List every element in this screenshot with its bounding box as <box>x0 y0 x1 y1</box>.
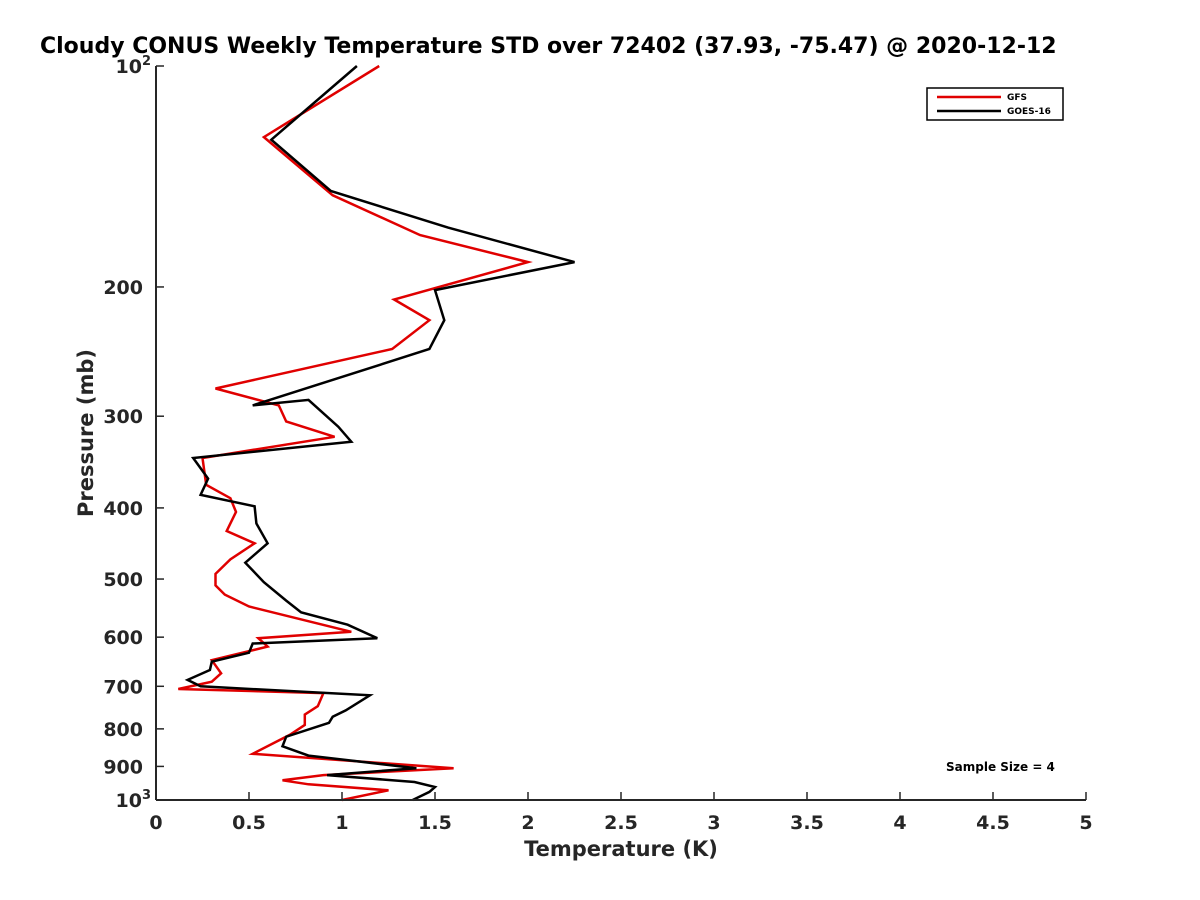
y-tick-label: 700 <box>103 676 143 698</box>
series-line-gfs <box>178 64 533 802</box>
y-tick-label: 200 <box>103 277 143 299</box>
x-tick-label: 3.5 <box>790 812 824 834</box>
x-tick-label: 0.5 <box>232 812 266 834</box>
y-axis-label: Pressure (mb) <box>74 349 98 517</box>
y-tick-label: 103 <box>116 788 152 812</box>
x-tick-label: 0 <box>149 812 162 834</box>
y-tick-label: 500 <box>103 569 143 591</box>
x-tick-label: 5 <box>1079 812 1092 834</box>
x-tick-label: 3 <box>707 812 720 834</box>
x-tick-label: 2 <box>521 812 534 834</box>
plot-area <box>178 64 575 802</box>
x-axis-label: Temperature (K) <box>524 837 718 861</box>
legend-label-goes16: GOES-16 <box>1007 107 1051 117</box>
x-tick-label: 2.5 <box>604 812 638 834</box>
chart-title: Cloudy CONUS Weekly Temperature STD over… <box>40 34 1057 59</box>
y-tick-label: 800 <box>103 719 143 741</box>
legend-label-gfs: GFS <box>1007 93 1027 103</box>
sample-size-annotation: Sample Size = 4 <box>946 760 1055 774</box>
y-tick-label: 600 <box>103 627 143 649</box>
legend-box <box>926 87 1064 121</box>
y-tick-label: 300 <box>103 406 143 428</box>
y-tick-label: 102 <box>116 54 152 78</box>
series-line-goes16 <box>184 65 575 802</box>
x-tick-label: 1 <box>335 812 348 834</box>
y-tick-label: 400 <box>103 498 143 520</box>
y-tick-label: 900 <box>103 756 143 778</box>
x-tick-label: 1.5 <box>418 812 452 834</box>
y-ticks: 102 200 300 400 500 600 700 800 900 103 <box>103 54 164 812</box>
x-tick-label: 4.5 <box>976 812 1010 834</box>
x-ticks: 0 0.5 1 1.5 2 2.5 3 3.5 4 4.5 5 <box>149 792 1093 834</box>
x-tick-label: 4 <box>893 812 906 834</box>
legend: GFS GOES-16 <box>926 87 1064 121</box>
